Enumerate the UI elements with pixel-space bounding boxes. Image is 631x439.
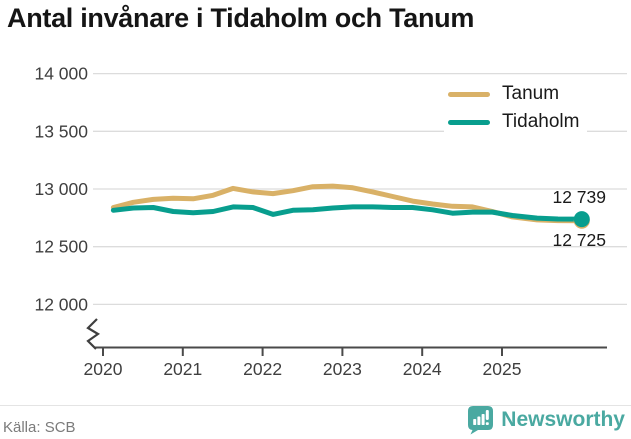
newsworthy-brand: Newsworthy xyxy=(466,405,625,435)
y-tick-label: 12 500 xyxy=(34,237,88,257)
end-value-label-tanum: 12 725 xyxy=(552,230,606,250)
source-note: Källa: SCB xyxy=(3,419,76,436)
x-tick-label: 2024 xyxy=(403,359,442,379)
y-tick-label: 14 000 xyxy=(34,64,88,84)
bar-1 xyxy=(473,419,477,425)
legend-label-tidaholm: Tidaholm xyxy=(502,111,580,132)
legend-label-tanum: Tanum xyxy=(502,83,560,104)
x-tick-label: 2020 xyxy=(84,359,123,379)
y-tick-label: 13 000 xyxy=(34,179,88,199)
axis-break-icon xyxy=(86,318,101,350)
bar-3 xyxy=(481,414,485,425)
y-tick-label: 13 500 xyxy=(34,121,88,141)
x-tick-label: 2021 xyxy=(163,359,202,379)
tidaholm-line xyxy=(110,204,585,222)
brand-name: Newsworthy xyxy=(501,408,625,431)
end-value-label-tidaholm: 12 739 xyxy=(552,187,606,207)
legend-item-tanum: Tanum xyxy=(444,80,588,108)
legend-item-tidaholm: Tidaholm xyxy=(444,108,588,136)
speech-bubble-shape xyxy=(468,406,494,435)
tidaholm-line-swatch xyxy=(448,119,490,125)
page-title: Antal invånare i Tidaholm och Tanum xyxy=(7,3,475,33)
exclamation-bar xyxy=(486,410,490,420)
tidaholm-end-dot xyxy=(573,211,590,228)
newsworthy-logo-icon xyxy=(468,406,494,435)
x-tick-label: 2025 xyxy=(483,359,522,379)
x-tick-label: 2023 xyxy=(323,359,362,379)
x-tick-label: 2022 xyxy=(243,359,282,379)
legend: Tanum Tidaholm xyxy=(444,80,588,136)
bar-2 xyxy=(477,416,481,425)
footer-divider xyxy=(0,405,631,406)
exclamation-dot xyxy=(486,422,490,425)
y-tick-label: 12 000 xyxy=(34,294,88,314)
tanum-line-swatch xyxy=(448,91,490,97)
